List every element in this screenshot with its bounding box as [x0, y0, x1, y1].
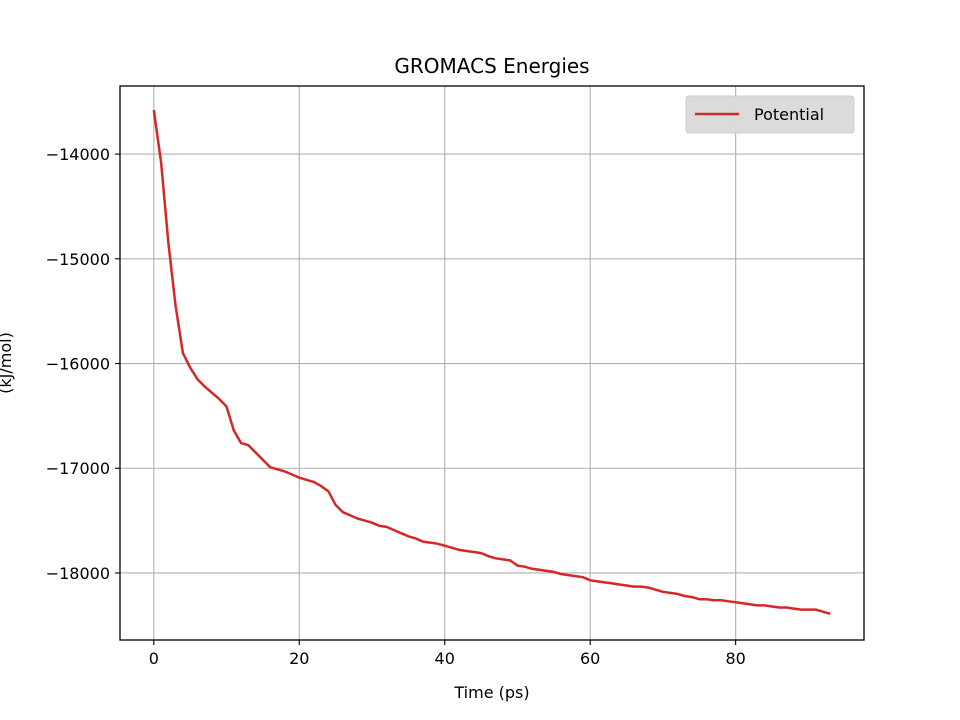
x-tick-label: 80 [725, 649, 745, 668]
y-tick-label: −17000 [46, 459, 110, 478]
x-tick-label: 20 [289, 649, 309, 668]
y-tick-label: −16000 [46, 355, 110, 374]
series-line-potential [152, 109, 831, 616]
legend: Potential [685, 95, 855, 134]
series-layer [152, 109, 831, 616]
y-tick-label: −18000 [46, 564, 110, 583]
grid [120, 86, 864, 640]
legend-box [685, 95, 855, 134]
ticks: 0 20 40 60 80 −14000 −15000 −16000 −17000 −18000 [46, 145, 746, 668]
x-tick-label: 0 [149, 649, 159, 668]
legend-label-potential: Potential [754, 105, 824, 124]
x-tick-label: 60 [580, 649, 600, 668]
y-tick-label: −15000 [46, 250, 110, 269]
y-tick-label: −14000 [46, 145, 110, 164]
y-axis-label: (kJ/mol) [0, 332, 15, 394]
x-axis-label: Time (ps) [453, 683, 529, 702]
x-tick-label: 40 [435, 649, 455, 668]
chart-title: GROMACS Energies [394, 54, 589, 78]
